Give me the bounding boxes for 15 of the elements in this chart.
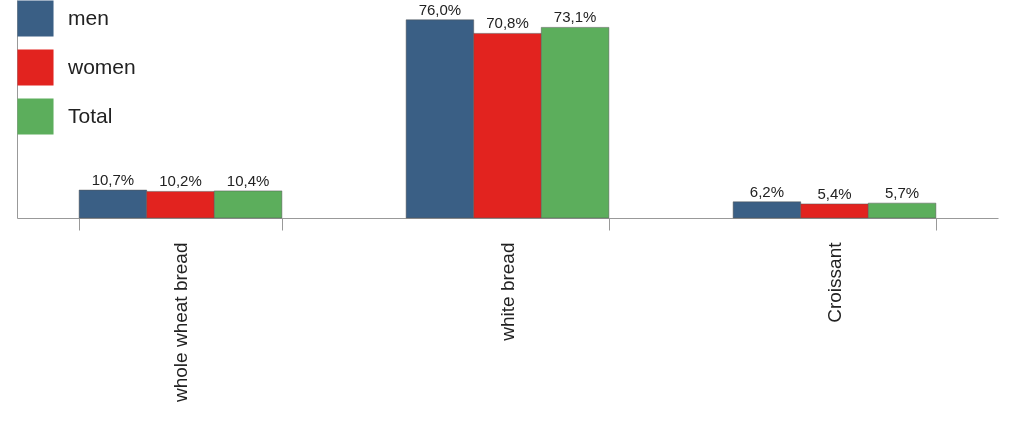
data-label: 10,7% <box>91 171 135 189</box>
legend-label: Total <box>68 103 113 127</box>
legend-label: women <box>67 54 136 78</box>
legend-label: men <box>68 5 109 29</box>
data-label: 10,2% <box>159 172 202 190</box>
x-tick-label: white bread <box>497 242 518 342</box>
data-label: 70,8% <box>486 14 529 32</box>
data-label: 5,7% <box>884 184 920 202</box>
x-tick-label: whole wheat bread <box>170 242 191 403</box>
data-label: 10,4% <box>226 171 270 189</box>
data-label: 5,4% <box>817 184 852 202</box>
data-label: 76,0% <box>418 0 462 18</box>
data-label: 73,1% <box>553 8 597 26</box>
data-label: 6,2% <box>749 182 785 200</box>
x-tick-label: Croissant <box>824 241 845 323</box>
